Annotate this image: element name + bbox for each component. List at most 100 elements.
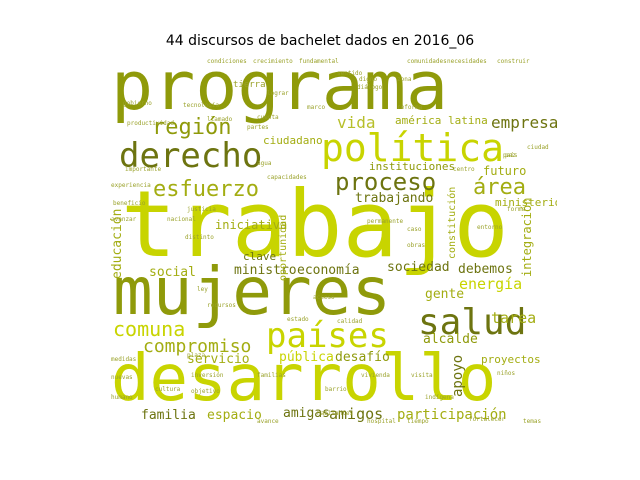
word-ley: ley — [197, 286, 208, 293]
word-espacio: espacio — [207, 408, 262, 423]
word-medidas: medidas — [111, 356, 137, 363]
word-energia: energía — [459, 275, 523, 293]
word-forma: forma — [507, 206, 526, 213]
word-paises: países — [266, 316, 389, 356]
word-pais: país — [503, 152, 518, 159]
word-desarrollo: desarrollo — [111, 342, 497, 416]
page-title: 44 discursos de bachelet dados en 2016_0… — [165, 33, 475, 49]
word-ministerio: ministerio — [495, 196, 557, 209]
word-empresa: empresa — [491, 113, 557, 132]
word-servicio: servicio — [187, 352, 250, 367]
word-partes: partes — [247, 124, 269, 131]
word-gente: gente — [425, 287, 465, 302]
word-vida: vida — [337, 113, 376, 132]
word-sentido: sentido — [337, 70, 363, 77]
word-importante: importante — [125, 166, 162, 173]
word-lograr: lograr — [267, 90, 289, 97]
word-esfuerzo: esfuerzo — [153, 177, 259, 202]
word-permanente: permanente — [367, 218, 404, 225]
word-gobierno: gobierno — [123, 100, 152, 107]
word-fortalecer: fortalecer — [469, 416, 506, 423]
word-america-latina: américa latina — [395, 114, 488, 127]
word-trabajo: trabajo — [121, 171, 509, 278]
word-instituciones: instituciones — [369, 160, 456, 173]
word-cultura: cultura — [155, 386, 181, 393]
word-habitantes: habitantes — [317, 410, 354, 417]
word-inversion: inversión — [191, 372, 224, 379]
word-capacidades: capacidades — [267, 174, 307, 181]
word-proceso: proceso — [335, 168, 437, 196]
word-alcalde: alcalde — [423, 332, 478, 347]
word-clave: clave — [243, 250, 277, 263]
word-familia: familia — [141, 408, 196, 423]
word-hospital: hospital — [367, 418, 396, 425]
word-comunidades: comunidades — [407, 58, 447, 65]
word-fundamental: fundamental — [299, 58, 339, 65]
word-ninos: niños — [497, 370, 516, 377]
word-agua: agua — [257, 160, 272, 167]
word-trabajando: trabajando — [355, 191, 434, 206]
word-derecho: derecho — [119, 136, 263, 176]
word-ciudadano: ciudadano — [263, 134, 323, 147]
word-amigos: amigos — [329, 405, 384, 423]
word-temas: temas — [523, 418, 542, 425]
word-necesidades: necesidades — [447, 58, 487, 65]
word-oportunidad: oportunidad — [278, 214, 289, 281]
word-estado: estado — [287, 316, 309, 323]
word-reforma: reforma — [397, 104, 423, 111]
word-obras: obras — [407, 242, 426, 249]
word-apoyo: apoyo — [450, 354, 466, 397]
word-acceso: acceso — [313, 294, 335, 301]
word-economia: economía — [297, 263, 360, 278]
word-distinto: distinto — [185, 234, 214, 241]
word-ciudad: ciudad — [527, 144, 549, 151]
word-familias: familias — [257, 372, 286, 379]
word-entorno: entorno — [477, 224, 503, 231]
word-crecimiento: crecimiento — [253, 58, 293, 65]
word-area: área — [473, 175, 526, 200]
word-futuro: futuro — [483, 164, 527, 178]
word-caso: caso — [407, 226, 422, 233]
word-politica: política — [321, 126, 505, 170]
word-sociedad: sociedad — [387, 260, 450, 275]
word-digno: digno — [359, 76, 378, 83]
word-visita: visita — [411, 372, 433, 379]
word-plaza: plaza — [187, 352, 206, 359]
word-centro: centro — [453, 166, 475, 173]
word-programa: programa — [111, 57, 449, 126]
word-beneficio: beneficio — [113, 200, 146, 207]
word-debemos: debemos — [458, 262, 513, 277]
word-iniciativa: iniciativa — [215, 218, 288, 232]
word-tiempo: tiempo — [407, 418, 429, 425]
word-experiencia: experiencia — [111, 182, 151, 189]
word-nuevas: nuevas — [111, 374, 133, 381]
word-tierra: tierra — [233, 80, 266, 90]
word-paz: paz — [505, 152, 516, 159]
word-tarea: tarea — [491, 309, 537, 327]
word-dialogo: diálogo — [357, 84, 383, 91]
word-proyectos: proyectos — [481, 353, 541, 366]
word-indigena: indígena — [425, 394, 454, 401]
word-vivienda: vivienda — [361, 372, 390, 379]
word-constitucion: constitución — [447, 186, 458, 259]
word-humano: humano — [111, 394, 133, 401]
word-tecnologia: tecnología — [183, 102, 220, 109]
word-recursos: recursos — [207, 302, 236, 309]
word-amigas: amigas — [283, 406, 330, 421]
word-salud: salud — [418, 302, 527, 343]
word-social: social — [149, 265, 196, 280]
word-justicia: justicia — [187, 206, 216, 213]
word-desafio: desafío — [335, 350, 390, 365]
word-construir: construir — [497, 58, 530, 65]
word-comuna: comuna — [113, 317, 186, 341]
word-zona: zona — [397, 76, 412, 83]
word-condiciones: condiciones — [207, 58, 247, 65]
word-compromiso: compromiso — [143, 336, 252, 357]
word-barrio: barrio — [325, 386, 347, 393]
word-cuenta: cuenta — [257, 114, 279, 121]
word-marco: marco — [307, 104, 326, 111]
word-ministro: ministro — [234, 263, 297, 278]
word-publica: pública — [279, 350, 334, 365]
word-calidad: calidad — [337, 318, 363, 325]
word-participacion: participación — [397, 407, 507, 423]
